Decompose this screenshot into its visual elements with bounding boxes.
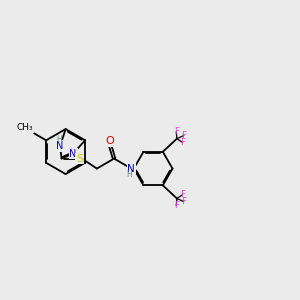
- Text: H: H: [56, 135, 62, 144]
- Text: H: H: [127, 170, 132, 179]
- Text: N: N: [69, 149, 77, 159]
- Text: O: O: [105, 136, 114, 146]
- Text: F: F: [174, 127, 179, 136]
- Text: F: F: [181, 197, 186, 206]
- Text: F: F: [181, 131, 186, 140]
- Text: N: N: [56, 141, 64, 151]
- Text: F: F: [174, 201, 179, 210]
- Text: CH₃: CH₃: [16, 123, 33, 132]
- Text: S: S: [76, 154, 83, 164]
- Text: F: F: [180, 138, 185, 147]
- Text: N: N: [128, 164, 135, 174]
- Text: F: F: [180, 190, 185, 199]
